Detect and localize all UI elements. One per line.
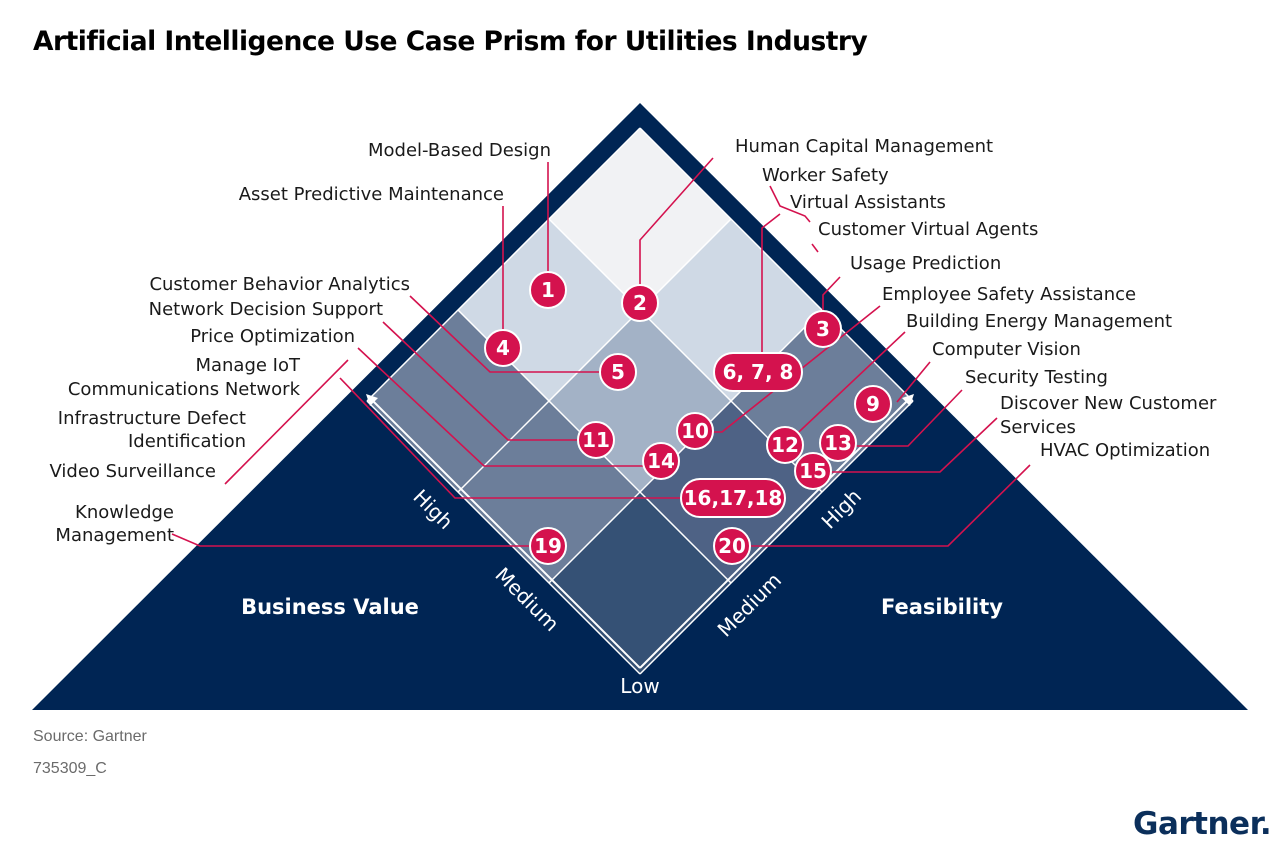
label-customer-behavior-analytics: Customer Behavior Analytics <box>149 274 410 295</box>
label-security-testing: Security Testing <box>965 367 1108 388</box>
badge-13: 13 <box>819 424 857 462</box>
svg-text:1: 1 <box>541 278 555 302</box>
label-model-based-design: Model-Based Design <box>368 140 551 161</box>
page-title: Artificial Intelligence Use Case Prism f… <box>33 26 868 57</box>
label-video-surveillance: Video Surveillance <box>49 461 216 482</box>
leader-lines <box>171 157 1031 547</box>
label-hvac-optimization: HVAC Optimization <box>1040 440 1210 461</box>
gartner-logo: Gartner. <box>1133 806 1272 842</box>
badge-9: 9 <box>854 385 892 423</box>
badge-4: 4 <box>484 329 522 367</box>
svg-text:4: 4 <box>496 336 510 360</box>
label-computer-vision: Computer Vision <box>932 339 1081 360</box>
svg-text:10: 10 <box>681 419 709 443</box>
svg-text:20: 20 <box>718 534 746 558</box>
badge-19: 19 <box>529 527 567 565</box>
badge-10: 10 <box>676 412 714 450</box>
badge-5: 5 <box>599 353 637 391</box>
svg-text:5: 5 <box>611 360 625 384</box>
label-manage-iot-line1: Manage IoT <box>195 355 301 376</box>
svg-text:9: 9 <box>866 392 880 416</box>
label-manage-iot-line2: Communications Network <box>68 379 301 400</box>
svg-text:3: 3 <box>816 317 830 341</box>
label-infrastructure-defect-line1: Infrastructure Defect <box>58 408 246 429</box>
svg-text:14: 14 <box>647 449 675 473</box>
svg-text:15: 15 <box>799 459 827 483</box>
label-knowledge-line2: Management <box>55 525 174 546</box>
svg-text:19: 19 <box>534 534 562 558</box>
svg-text:2: 2 <box>633 291 647 315</box>
badge-12: 12 <box>766 426 804 464</box>
feasibility-title: Feasibility <box>881 595 1003 619</box>
label-infrastructure-defect-line2: Identification <box>128 431 246 452</box>
badge-15: 15 <box>794 452 832 490</box>
document-id: 735309_C <box>33 760 107 777</box>
label-discover-line1: Discover New Customer <box>1000 393 1217 414</box>
label-customer-virtual-agents: Customer Virtual Agents <box>818 219 1038 240</box>
label-network-decision-support: Network Decision Support <box>149 299 383 320</box>
label-knowledge-line1: Knowledge <box>75 502 174 523</box>
label-asset-predictive-maintenance: Asset Predictive Maintenance <box>239 184 504 205</box>
feasibility-axis <box>639 394 914 669</box>
label-usage-prediction: Usage Prediction <box>850 253 1001 274</box>
axis-low-label: Low <box>620 674 659 698</box>
svg-text:6, 7, 8: 6, 7, 8 <box>723 360 794 384</box>
label-building-energy-management: Building Energy Management <box>906 311 1172 332</box>
label-discover-line2: Services <box>1000 417 1076 438</box>
svg-text:13: 13 <box>824 431 852 455</box>
label-worker-safety: Worker Safety <box>762 165 889 186</box>
badge-11: 11 <box>577 421 615 459</box>
badge-20: 20 <box>713 527 751 565</box>
business-value-axis <box>366 394 641 669</box>
badge-14: 14 <box>642 442 680 480</box>
svg-text:11: 11 <box>582 428 610 452</box>
badge-6-7-8: 6, 7, 8 <box>713 352 803 392</box>
label-human-capital-management: Human Capital Management <box>735 136 993 157</box>
source-note: Source: Gartner <box>33 728 147 745</box>
badge-16-17-18: 16,17,18 <box>680 478 786 518</box>
label-employee-safety-assistance: Employee Safety Assistance <box>882 284 1136 305</box>
label-price-optimization: Price Optimization <box>190 326 355 347</box>
label-virtual-assistants: Virtual Assistants <box>790 192 946 213</box>
svg-text:12: 12 <box>771 433 799 457</box>
business-value-title: Business Value <box>241 595 419 619</box>
svg-text:16,17,18: 16,17,18 <box>684 486 783 510</box>
badge-1: 1 <box>529 271 567 309</box>
badge-2: 2 <box>621 284 659 322</box>
badge-3: 3 <box>804 310 842 348</box>
